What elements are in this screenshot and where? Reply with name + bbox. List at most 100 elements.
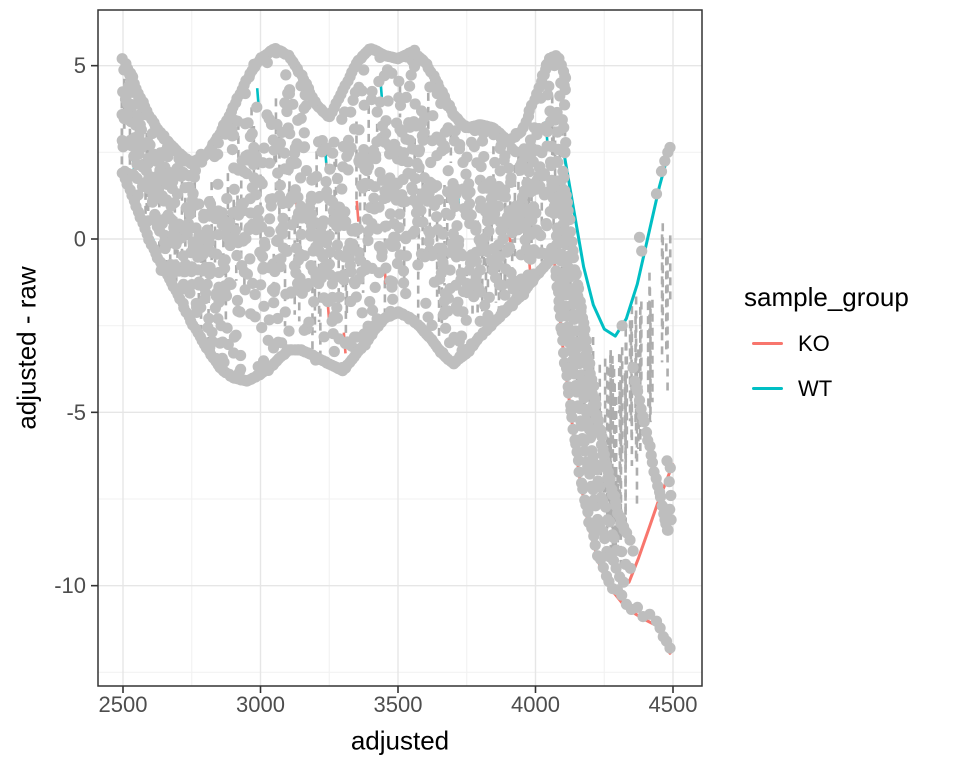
data-point <box>342 164 354 176</box>
data-point <box>592 414 605 427</box>
data-point <box>497 233 509 245</box>
data-point <box>577 383 590 395</box>
data-point <box>632 385 644 397</box>
data-point <box>246 128 258 140</box>
legend: sample_group KO WT <box>744 283 909 401</box>
data-point <box>422 311 434 323</box>
data-point <box>353 124 365 136</box>
legend-entry-ko: KO <box>744 331 909 356</box>
legend-key-line-wt <box>752 386 783 391</box>
data-point <box>616 320 628 332</box>
data-point <box>463 178 475 190</box>
data-point <box>345 142 357 154</box>
data-point <box>169 197 181 209</box>
data-point <box>315 272 327 284</box>
legend-label-wt: WT <box>798 375 833 401</box>
data-point <box>566 411 578 423</box>
data-point <box>328 345 340 358</box>
data-point <box>292 191 304 203</box>
data-point <box>650 188 663 200</box>
data-point <box>404 80 416 92</box>
data-point <box>248 141 260 154</box>
data-point <box>239 87 251 100</box>
data-point <box>413 144 426 156</box>
data-point <box>633 231 646 243</box>
data-point <box>356 307 368 319</box>
data-point <box>226 144 238 156</box>
data-point <box>489 156 501 169</box>
data-point <box>189 165 201 177</box>
data-point <box>369 181 381 193</box>
data-point <box>596 431 608 443</box>
x-axis-title: adjusted <box>350 725 450 756</box>
data-point <box>400 91 412 103</box>
data-point <box>559 84 571 96</box>
data-point <box>364 296 376 308</box>
data-point <box>394 99 407 111</box>
data-point <box>373 201 385 213</box>
data-point <box>431 180 443 192</box>
data-point <box>444 264 456 276</box>
cloud-points <box>116 43 572 387</box>
data-point <box>212 137 224 149</box>
y-tick-label: 0 <box>74 227 86 252</box>
data-point <box>538 69 550 81</box>
y-tick-label: -5 <box>66 400 86 425</box>
data-point <box>380 115 392 127</box>
data-point <box>234 306 246 318</box>
data-point <box>564 213 576 226</box>
data-point <box>219 262 231 274</box>
data-point <box>249 288 261 301</box>
legend-key-line-ko <box>752 341 783 346</box>
data-point <box>366 85 378 98</box>
data-point <box>538 168 551 180</box>
data-point <box>235 363 247 375</box>
data-point <box>256 322 268 334</box>
data-point <box>525 253 537 265</box>
data-point <box>566 236 578 248</box>
data-point <box>438 140 450 152</box>
data-point <box>543 80 555 92</box>
data-point <box>389 239 401 252</box>
data-point <box>597 561 609 574</box>
data-point <box>542 89 554 101</box>
data-point <box>339 206 351 218</box>
data-point <box>475 161 487 173</box>
data-point <box>535 230 547 242</box>
legend-label-ko: KO <box>798 330 830 356</box>
data-point <box>231 294 244 307</box>
data-point <box>633 394 646 406</box>
data-point <box>221 193 233 205</box>
data-point <box>559 70 571 82</box>
data-point <box>442 305 454 317</box>
data-point <box>241 268 253 280</box>
data-point <box>336 183 348 195</box>
data-point <box>225 278 237 290</box>
data-point <box>231 249 243 262</box>
x-tick-label: 3500 <box>374 692 423 717</box>
data-point <box>323 230 335 242</box>
data-point <box>499 184 511 196</box>
data-point <box>268 285 280 298</box>
data-point <box>664 503 676 515</box>
data-point <box>368 192 380 204</box>
data-point <box>281 245 293 257</box>
data-point <box>256 250 269 263</box>
data-point <box>627 362 639 374</box>
tail-points <box>549 141 677 654</box>
data-point <box>242 117 254 129</box>
data-point <box>659 514 671 526</box>
data-point <box>344 259 356 271</box>
data-point <box>409 173 421 185</box>
data-point <box>457 250 469 262</box>
data-point <box>224 216 236 229</box>
data-point <box>328 136 340 148</box>
data-point <box>583 424 596 436</box>
data-point <box>376 251 388 263</box>
data-point <box>277 220 289 232</box>
data-point <box>598 449 610 461</box>
data-point <box>212 178 224 190</box>
x-tick-label: 4500 <box>649 692 698 717</box>
data-point <box>474 315 486 327</box>
